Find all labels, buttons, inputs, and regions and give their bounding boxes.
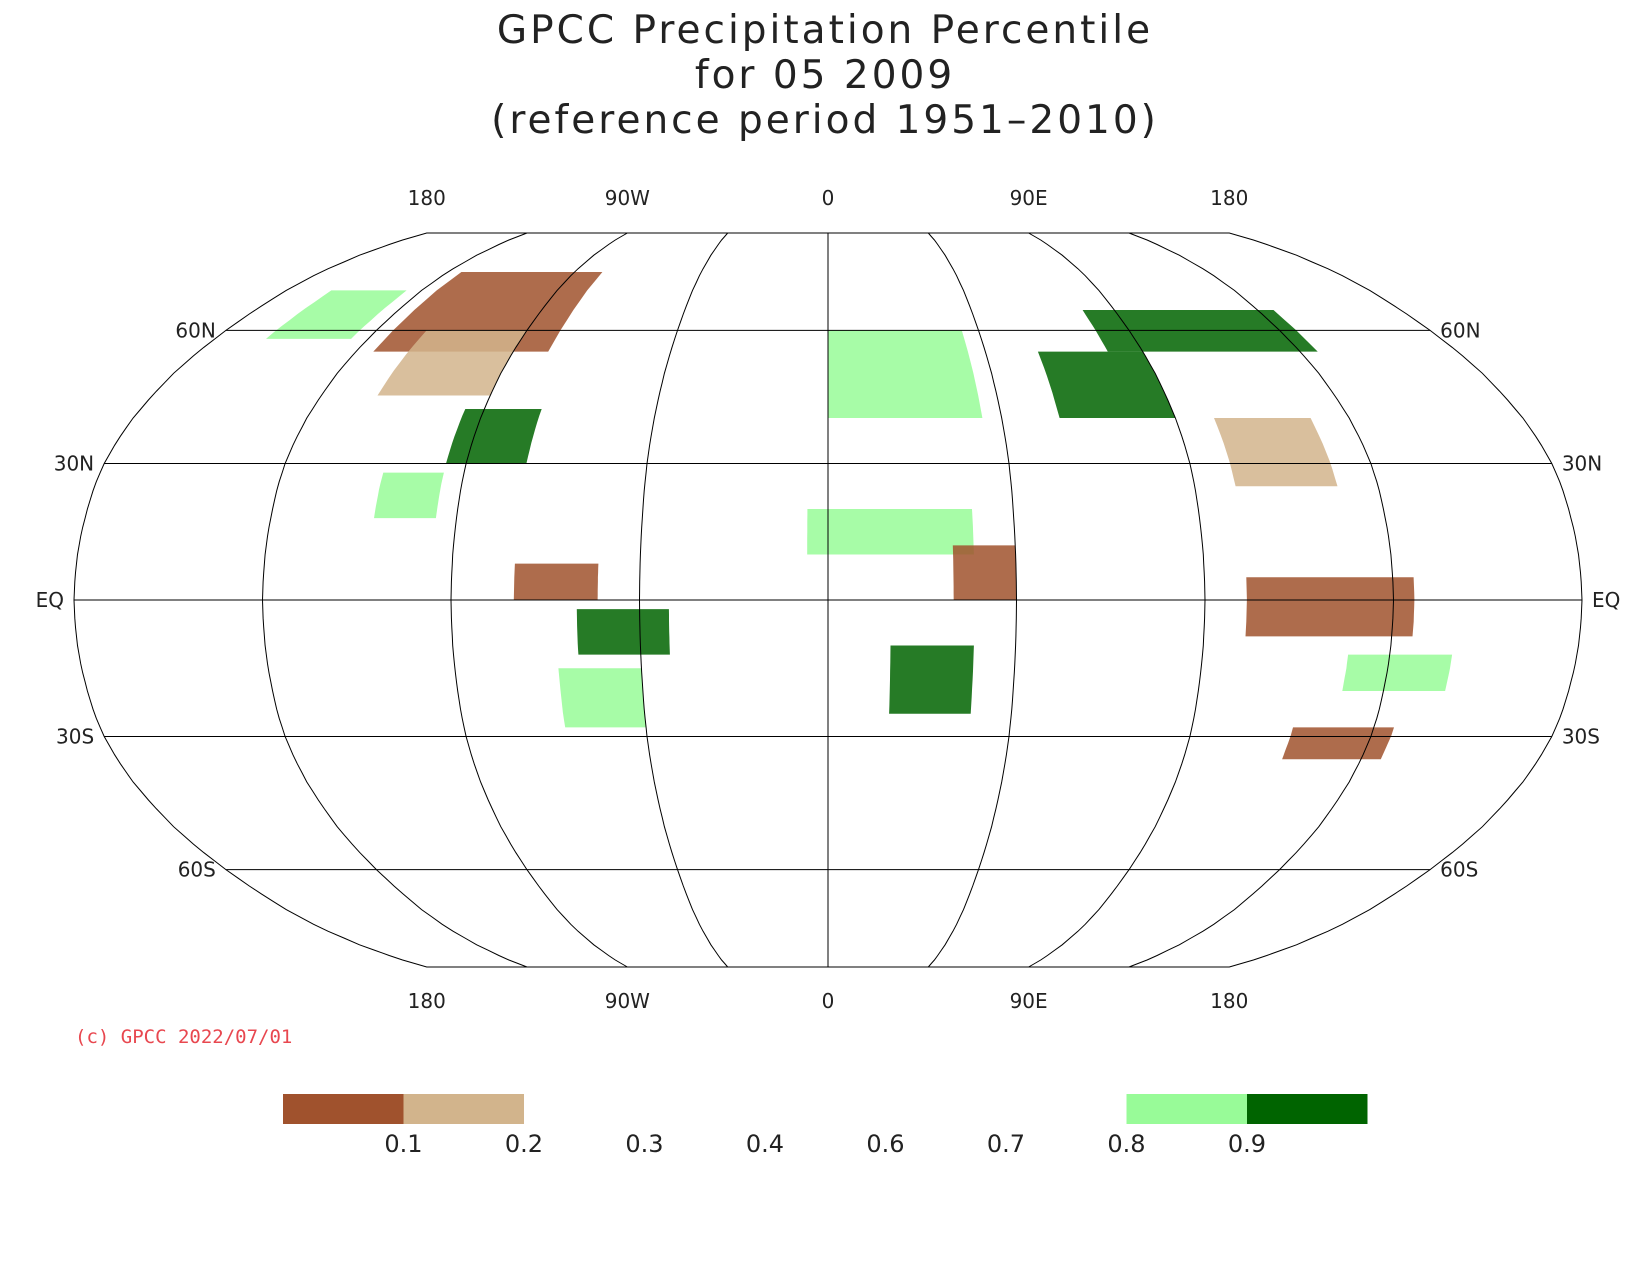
region-11 [828,330,983,418]
region-9 [952,545,1017,600]
region-5 [513,563,599,600]
region-7 [558,668,647,728]
lon-label-top: 90E [1010,186,1048,210]
lat-label-right: EQ [1592,588,1620,612]
region-17 [1282,727,1394,760]
region-6 [576,609,670,655]
region-15 [1245,577,1415,637]
lat-label-left: 30N [54,451,94,475]
region-3 [446,409,542,464]
map-title: GPCC Precipitation Percentile for 05 200… [0,8,1650,143]
copyright-text: (c) GPCC 2022/07/01 [75,1026,293,1048]
map-outline [73,232,1583,968]
precipitation-regions [266,272,1453,760]
lat-label-left: 60S [178,858,216,882]
lat-label-left: EQ [36,588,64,612]
region-1 [377,330,527,396]
region-2 [266,290,407,339]
lat-label-left: 60N [175,318,215,342]
lat-label-right: 60N [1440,318,1480,342]
lat-label-right: 30N [1562,451,1602,475]
lon-label-bottom: 90W [605,989,650,1013]
map-labels: 180 180 90W 90W 0 0 90E 90E 180 180 60N 60N 30N 30N EQ… [36,186,1621,1013]
lat-label-left: 30S [56,725,94,749]
graticule [73,232,1583,968]
region-16 [1342,654,1453,691]
lat-label-right: 30S [1562,725,1600,749]
lon-label-top: 180 [1210,186,1248,210]
lon-label-bottom: 0 [822,989,835,1013]
lon-label-bottom: 180 [1210,989,1248,1013]
lon-label-top: 90W [605,186,650,210]
region-4 [374,472,444,519]
region-14 [1214,418,1338,487]
lon-label-bottom: 180 [408,989,446,1013]
region-13 [1037,351,1176,418]
region-8 [807,509,974,555]
lon-label-bottom: 90E [1010,989,1048,1013]
lon-label-top: 180 [408,186,446,210]
lat-label-right: 60S [1440,858,1478,882]
title-line-2: for 05 2009 [694,53,956,98]
title-line-3: (reference period 1951–2010) [491,98,1159,143]
lon-label-top: 0 [822,186,835,210]
region-10 [889,645,974,714]
title-line-1: GPCC Precipitation Percentile [496,8,1154,53]
